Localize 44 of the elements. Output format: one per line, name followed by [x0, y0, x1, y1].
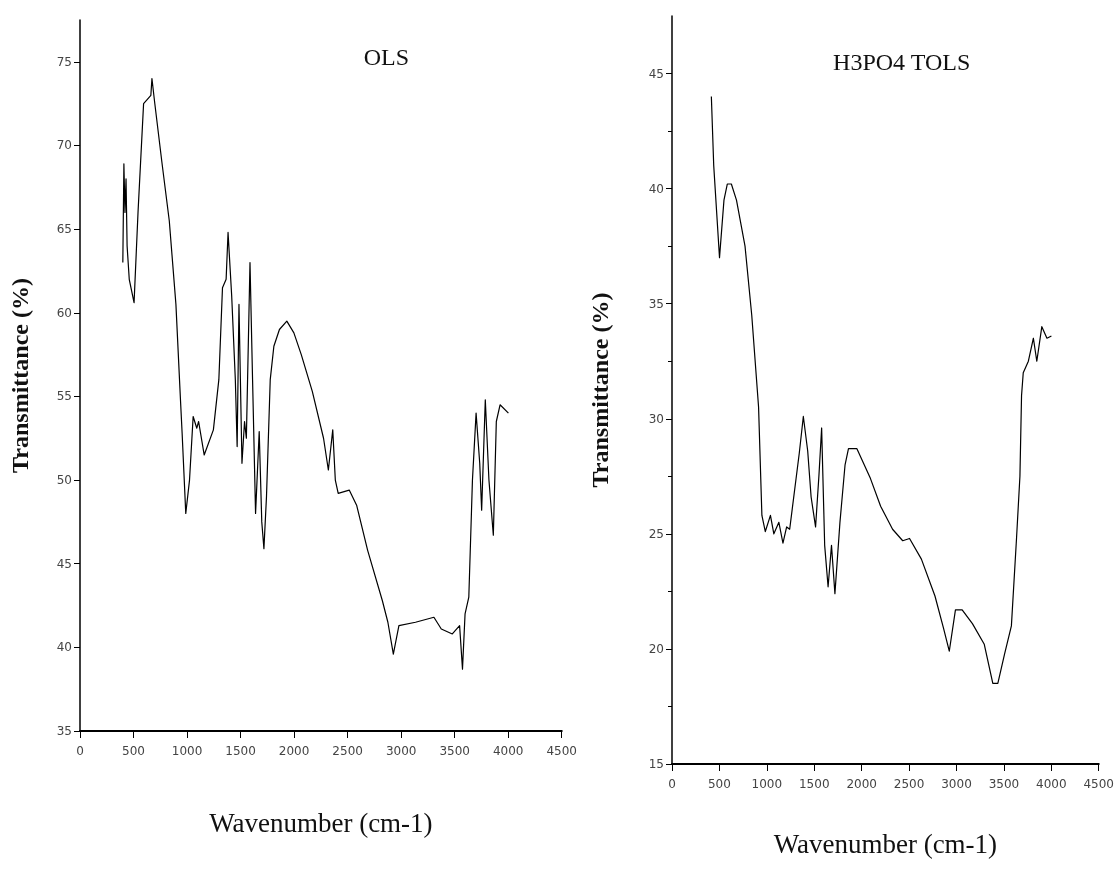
x-axis-title: Wavenumber (cm-1): [209, 807, 433, 838]
x-tick-label: 1500: [798, 777, 830, 791]
y-tick-label: 25: [648, 526, 664, 541]
x-tick-label: 3000: [941, 777, 972, 791]
y-tick-label: 15: [648, 757, 664, 771]
x-tick-label: 3500: [439, 744, 470, 758]
x-tick-label: 4500: [546, 744, 577, 758]
x-axis-title: Wavenumber (cm-1): [773, 828, 998, 859]
y-axis-title: Transmittance (%): [587, 292, 613, 488]
x-tick-label: 2500: [332, 744, 363, 758]
x-tick-label: 2000: [278, 744, 310, 758]
y-tick-label: 30: [648, 411, 664, 426]
x-tick-label: 4500: [1083, 777, 1114, 791]
y-axis-title: Transmittance (%): [7, 278, 33, 473]
y-tick-label: 45: [56, 556, 72, 571]
y-tick-label: 50: [56, 473, 72, 488]
x-tick-label: 4000: [1036, 777, 1067, 791]
x-tick-label: 500: [707, 777, 731, 791]
x-tick-label: 4000: [492, 744, 524, 758]
y-tick-label: 55: [56, 389, 72, 404]
x-tick-label: 0: [668, 777, 676, 791]
y-tick-label: 70: [56, 138, 72, 153]
x-tick-label: 1000: [171, 744, 203, 758]
x-tick-label: 0: [76, 744, 84, 758]
y-tick-label: 75: [56, 54, 72, 69]
y-tick-label: 20: [648, 641, 664, 656]
x-tick-label: 2000: [846, 777, 877, 791]
text: H3PO4 TOLS: [833, 49, 971, 75]
line-series: [710, 95, 1053, 685]
x-tick-label: 1500: [225, 744, 256, 758]
y-tick-label: 65: [56, 222, 72, 237]
x-tick-label: 1000: [751, 777, 783, 791]
y-tick-label: 60: [56, 305, 72, 320]
y-tick-label: 40: [648, 181, 664, 196]
y-tick-label: 35: [648, 296, 664, 311]
y-tick-label: 40: [56, 640, 72, 655]
y-tick-label: 35: [56, 724, 72, 738]
x-tick-label: 2500: [893, 777, 925, 791]
line-series: [122, 77, 510, 670]
text: OLS: [363, 44, 409, 70]
x-tick-label: 500: [122, 744, 145, 758]
x-tick-label: 3500: [988, 777, 1020, 791]
y-tick-label: 45: [648, 66, 664, 81]
x-tick-label: 3000: [385, 744, 417, 758]
